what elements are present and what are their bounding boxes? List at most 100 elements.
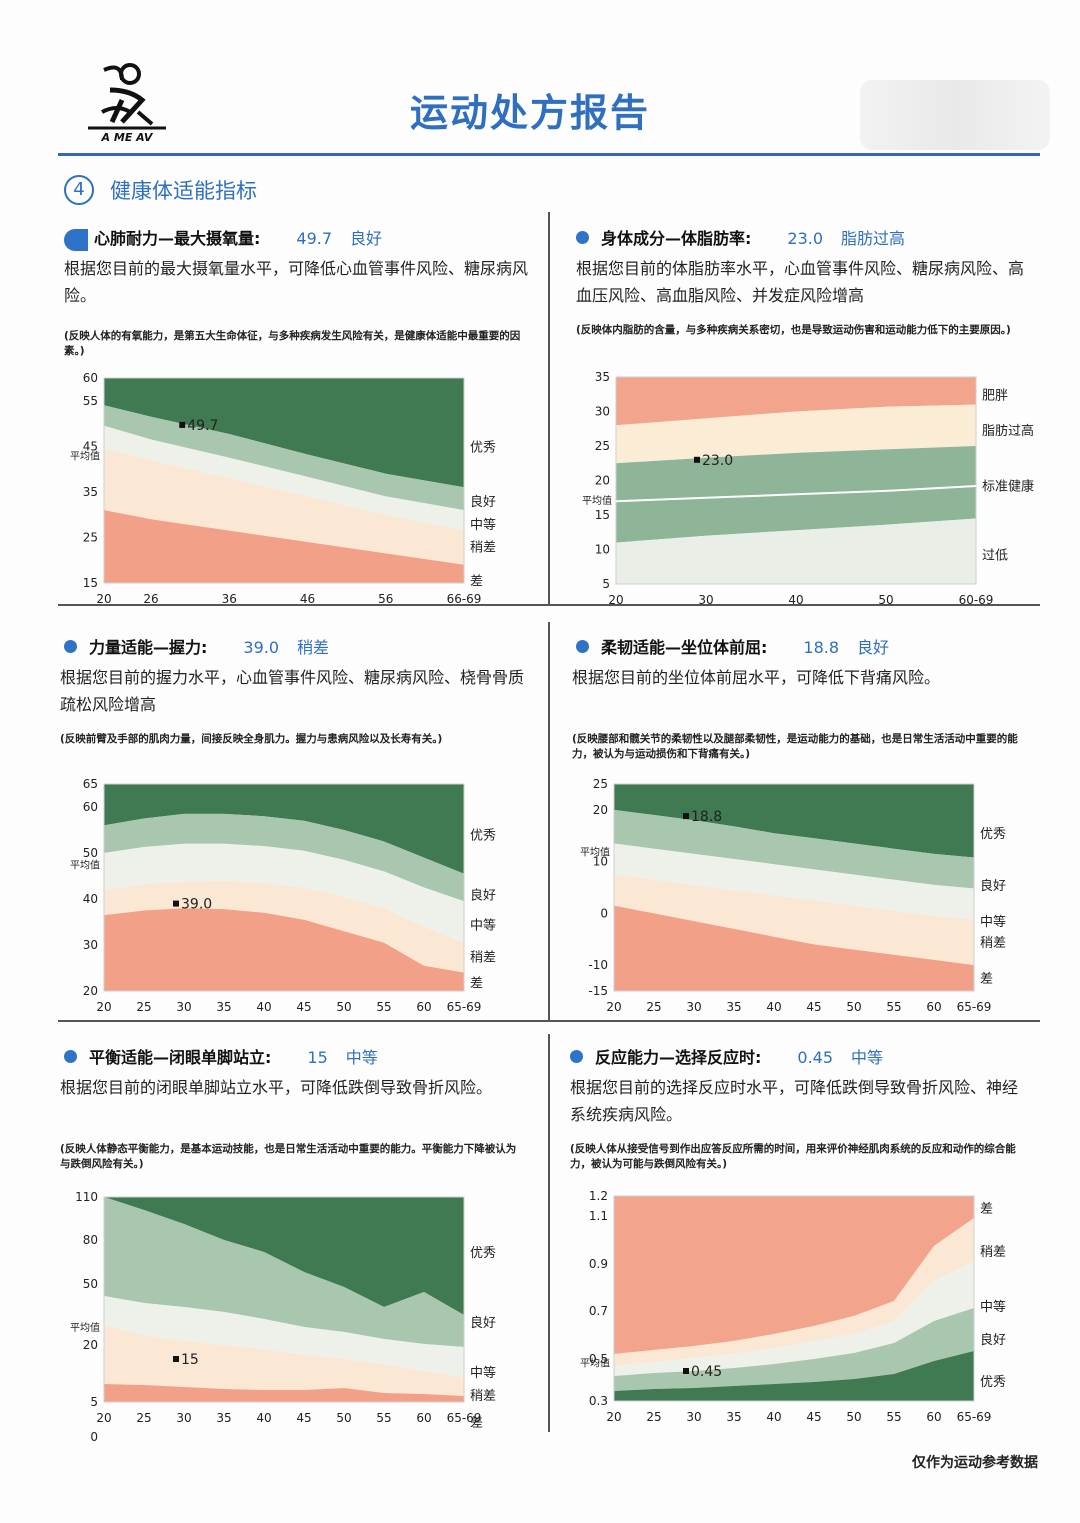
indicator-rating: 中等 bbox=[345, 1048, 378, 1067]
band-label: 中等 bbox=[470, 517, 496, 533]
y-tick-label: 20 bbox=[593, 803, 608, 817]
y-tick-label: 20 bbox=[83, 1338, 98, 1352]
band-label: 差 bbox=[470, 1416, 483, 1431]
y-tick-label: 10 bbox=[595, 543, 610, 557]
panel-title: 反应能力—选择反应时: 0.45 中等 bbox=[570, 1044, 883, 1068]
footer-note: 仅作为运动参考数据 bbox=[912, 1455, 1038, 1471]
panel-grip-strength: 力量适能—握力: 39.0 稍差 根据您目前的握力水平，心血管事件风险、糖尿病风险、… bbox=[60, 634, 539, 1029]
value-marker bbox=[173, 1356, 179, 1362]
x-tick-label: 35 bbox=[216, 1411, 231, 1425]
indicator-note: (反映人体的有氧能力，是第五大生命体征，与多种疾病发生风险有关，是健康体适能中最… bbox=[64, 330, 521, 357]
y-tick-label: 1.2 bbox=[589, 1189, 608, 1203]
panel-title: 力量适能—握力: 39.0 稍差 bbox=[64, 634, 329, 658]
y-tick-label: 10 bbox=[593, 855, 608, 869]
band-label: 标准健康 bbox=[982, 478, 1034, 494]
chart-body-fat: 35 30 25 20 15 10 5 平均值 20 30 40 50 60-69 肥胖脂肪过高标准健康过… bbox=[582, 370, 1034, 607]
band-label: 脂肪过高 bbox=[982, 423, 1034, 439]
logo-icon: A ME AV bbox=[88, 63, 166, 144]
band-0 bbox=[614, 784, 974, 858]
x-tick-label: 65-69 bbox=[957, 1410, 992, 1424]
band-2 bbox=[614, 843, 974, 920]
indicator-value: 18.8 bbox=[803, 638, 840, 657]
band-0 bbox=[616, 377, 976, 426]
plot-frame bbox=[103, 783, 465, 992]
x-tick-label: 25 bbox=[136, 1000, 151, 1014]
x-tick-label: 65-69 bbox=[447, 1000, 482, 1014]
panel-vo2max: 心肺耐力—最大摄氧量: 49.7 良好 根据您目前的最大摄氧量水平，可降低心血管事件… bbox=[64, 225, 539, 620]
panel-balance: 平衡适能—闭眼单脚站立: 15 中等 根据您目前的闭眼单脚站立水平，可降低跌倒导致骨… bbox=[60, 1044, 539, 1439]
x-tick-label: 20 bbox=[606, 1000, 621, 1014]
plot-frame bbox=[613, 1195, 975, 1402]
band-label: 优秀 bbox=[980, 827, 1006, 842]
band-label: 肥胖 bbox=[982, 388, 1008, 403]
band-2 bbox=[104, 843, 464, 943]
indicator-value: 0.45 bbox=[797, 1048, 834, 1067]
panel-body-fat: 身体成分—体脂肪率: 23.0 脂肪过高 根据您目前的体脂肪率水平，心血管事件风险、… bbox=[576, 225, 1051, 620]
y-tick-label: 30 bbox=[83, 938, 98, 952]
y-tick-label: 0 bbox=[90, 1430, 98, 1444]
x-tick-label: 60-69 bbox=[959, 593, 994, 607]
x-tick-label: 65-69 bbox=[957, 1000, 992, 1014]
y-tick-label: -10 bbox=[588, 958, 608, 972]
band-4 bbox=[614, 905, 974, 991]
band-3 bbox=[104, 448, 464, 565]
band-0 bbox=[614, 1196, 974, 1354]
panel-title: 柔韧适能—坐位体前屈: 18.8 良好 bbox=[576, 634, 889, 658]
band-label: 差 bbox=[980, 972, 993, 987]
band-label: 稍差 bbox=[980, 1245, 1006, 1260]
y-tick-label: 30 bbox=[595, 405, 610, 419]
y-tick-label: 0.7 bbox=[589, 1304, 608, 1318]
y-tick-label: 50 bbox=[83, 1277, 98, 1291]
value-marker bbox=[179, 421, 186, 428]
band-1 bbox=[104, 1197, 464, 1347]
plot-frame bbox=[613, 783, 975, 992]
band-label: 稍差 bbox=[470, 951, 496, 966]
value-marker-label: 23.0 bbox=[702, 453, 733, 469]
band-label: 差 bbox=[470, 977, 483, 992]
panel-title: 平衡适能—闭眼单脚站立: 15 中等 bbox=[64, 1044, 378, 1068]
band-4 bbox=[104, 908, 464, 991]
x-tick-label: 46 bbox=[300, 592, 315, 606]
x-tick-label: 30 bbox=[176, 1000, 191, 1014]
x-tick-label: 25 bbox=[136, 1411, 151, 1425]
x-tick-label: 40 bbox=[256, 1000, 271, 1014]
band-label: 差 bbox=[470, 575, 483, 590]
band-label: 中等 bbox=[470, 917, 496, 933]
band-label: 良好 bbox=[980, 1332, 1006, 1348]
x-tick-label: 35 bbox=[726, 1410, 741, 1424]
band-label: 良好 bbox=[980, 878, 1006, 894]
band-label: 良好 bbox=[470, 887, 496, 903]
band-label: 稍差 bbox=[470, 541, 496, 556]
x-tick-label: 45 bbox=[296, 1411, 311, 1425]
indicator-description: 根据您目前的体脂肪率水平，心血管事件风险、糖尿病风险、高血压风险、高血脂风险、并… bbox=[576, 259, 1025, 305]
indicator-note: (反映人体从接受信号到作出应答反应所需的时间，用来评价神经肌肉系统的反应和动作的… bbox=[570, 1143, 1016, 1170]
indicator-note: (反映体内脂肪的含量，与多种疾病关系密切，也是导致运动伤害和运动能力低下的主要原… bbox=[576, 324, 1011, 336]
band-0 bbox=[104, 1197, 464, 1315]
y-tick-label: 50 bbox=[83, 846, 98, 860]
indicator-rating: 良好 bbox=[857, 638, 890, 657]
band-label: 中等 bbox=[470, 1365, 496, 1381]
x-tick-label: 45 bbox=[296, 1000, 311, 1014]
value-marker-label: 15 bbox=[181, 1352, 199, 1368]
indicator-name: 平衡适能—闭眼单脚站立: bbox=[89, 1048, 272, 1067]
y-tick-label: 55 bbox=[83, 394, 98, 408]
column-divider bbox=[548, 212, 550, 604]
bullet-icon bbox=[64, 640, 77, 653]
band-label: 稍差 bbox=[980, 936, 1006, 951]
y-tick-label: 45 bbox=[83, 439, 98, 453]
band-3 bbox=[616, 518, 976, 584]
indicator-note: (反映前臂及手部的肌肉力量，间接反映全身肌力。握力与患病风险以及长寿有关。) bbox=[60, 733, 443, 745]
logo-text: A ME AV bbox=[101, 131, 154, 144]
band-1 bbox=[614, 1218, 974, 1366]
bullet-icon bbox=[64, 228, 88, 251]
band-label: 优秀 bbox=[470, 1246, 496, 1261]
header-divider bbox=[58, 153, 1040, 156]
y-tick-label: 80 bbox=[83, 1233, 98, 1247]
panel-flexibility: 柔韧适能—坐位体前屈: 18.8 良好 根据您目前的坐位体前屈水平，可降低下背痛风险… bbox=[572, 634, 1051, 1029]
x-tick-label: 20 bbox=[96, 592, 111, 606]
panel-reaction-time: 反应能力—选择反应时: 0.45 中等 根据您目前的选择反应时水平，可降低跌倒导致骨… bbox=[570, 1044, 1045, 1439]
y-tick-label: 15 bbox=[595, 508, 610, 522]
average-label: 平均值 bbox=[580, 845, 610, 858]
average-line bbox=[615, 485, 977, 503]
